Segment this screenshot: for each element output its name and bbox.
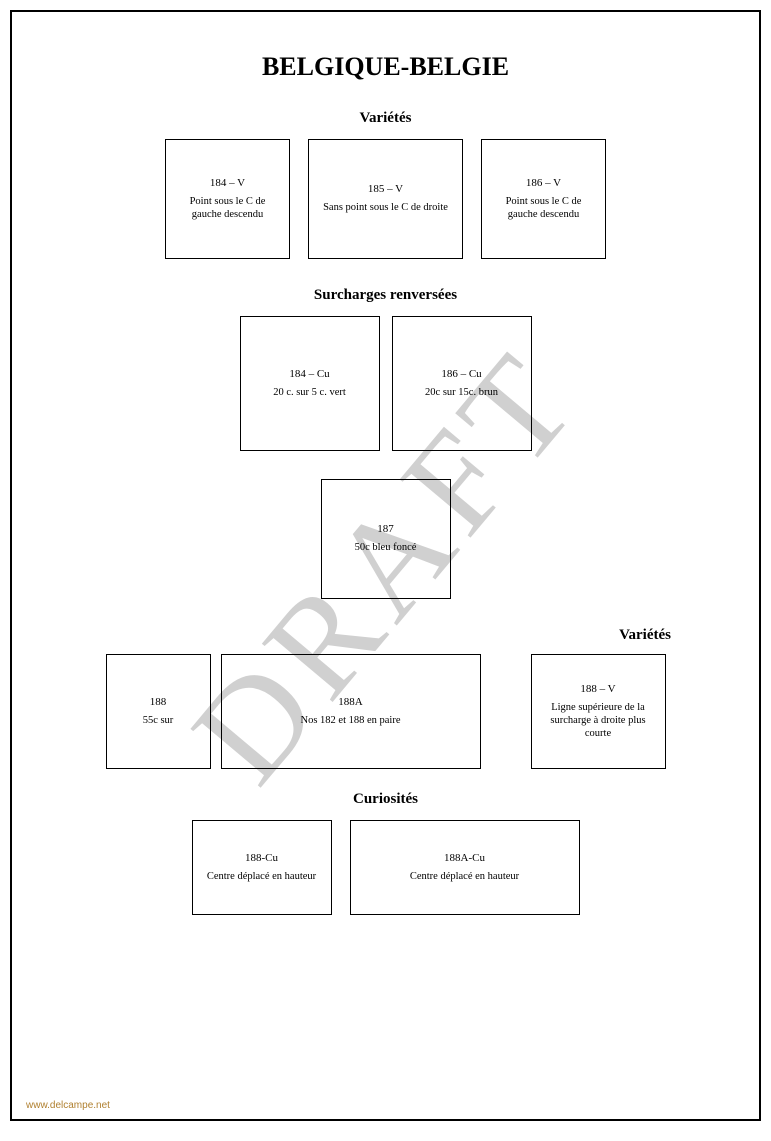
- row-curiosites: 188-Cu Centre déplacé en hauteur 188A-Cu…: [62, 820, 709, 915]
- stamp-desc: Ligne supérieure de la surcharge à droit…: [540, 701, 657, 740]
- stamp-code: 188A: [338, 696, 362, 708]
- stamp-code: 184 – V: [210, 177, 245, 189]
- stamp-desc: 20 c. sur 5 c. vert: [273, 386, 346, 399]
- stamp-box-188a: 188A Nos 182 et 188 en paire: [221, 654, 481, 769]
- stamp-desc: 50c bleu foncé: [355, 541, 417, 554]
- stamp-desc: Nos 182 et 188 en paire: [300, 714, 400, 727]
- stamp-code: 184 – Cu: [289, 368, 329, 380]
- section-title-varietes-1: Variétés: [62, 110, 709, 127]
- album-page: DRAFT BELGIQUE-BELGIE Variétés 184 – V P…: [10, 10, 761, 1121]
- stamp-box-184v: 184 – V Point sous le C de gauche descen…: [165, 139, 290, 259]
- stamp-code: 188A-Cu: [444, 852, 485, 864]
- row-varietes-1: 184 – V Point sous le C de gauche descen…: [62, 139, 709, 259]
- stamp-code: 186 – Cu: [441, 368, 481, 380]
- stamp-code: 188: [150, 696, 167, 708]
- stamp-desc: Point sous le C de gauche descendu: [174, 195, 281, 221]
- stamp-box-188acu: 188A-Cu Centre déplacé en hauteur: [350, 820, 580, 915]
- section-title-curiosites: Curiosités: [62, 791, 709, 808]
- stamp-box-188: 188 55c sur: [106, 654, 211, 769]
- stamp-box-188cu: 188-Cu Centre déplacé en hauteur: [192, 820, 332, 915]
- stamp-desc: 20c sur 15c. brun: [425, 386, 498, 399]
- row-188: 188 55c sur 188A Nos 182 et 188 en paire…: [62, 654, 709, 769]
- stamp-box-186v: 186 – V Point sous le C de gauche descen…: [481, 139, 606, 259]
- stamp-code: 188-Cu: [245, 852, 278, 864]
- stamp-desc: Centre déplacé en hauteur: [207, 870, 316, 883]
- stamp-code: 186 – V: [526, 177, 561, 189]
- stamp-desc: Sans point sous le C de droite: [323, 201, 448, 214]
- stamp-box-186cu: 186 – Cu 20c sur 15c. brun: [392, 316, 532, 451]
- stamp-code: 185 – V: [368, 183, 403, 195]
- row-187: 187 50c bleu foncé: [62, 479, 709, 599]
- stamp-box-188v: 188 – V Ligne supérieure de la surcharge…: [531, 654, 666, 769]
- stamp-desc: 55c sur: [143, 714, 174, 727]
- footer-link: www.delcampe.net: [26, 1100, 110, 1111]
- stamp-box-187: 187 50c bleu foncé: [321, 479, 451, 599]
- stamp-desc: Centre déplacé en hauteur: [410, 870, 519, 883]
- row-surcharges: 184 – Cu 20 c. sur 5 c. vert 186 – Cu 20…: [62, 316, 709, 451]
- stamp-box-184cu: 184 – Cu 20 c. sur 5 c. vert: [240, 316, 380, 451]
- section-title-varietes-2: Variétés: [62, 627, 709, 644]
- page-title: BELGIQUE-BELGIE: [62, 52, 709, 82]
- stamp-box-185v: 185 – V Sans point sous le C de droite: [308, 139, 463, 259]
- section-title-surcharges: Surcharges renversées: [62, 287, 709, 304]
- page-content: BELGIQUE-BELGIE Variétés 184 – V Point s…: [12, 12, 759, 963]
- stamp-desc: Point sous le C de gauche descendu: [490, 195, 597, 221]
- stamp-code: 187: [377, 523, 394, 535]
- stamp-code: 188 – V: [580, 683, 615, 695]
